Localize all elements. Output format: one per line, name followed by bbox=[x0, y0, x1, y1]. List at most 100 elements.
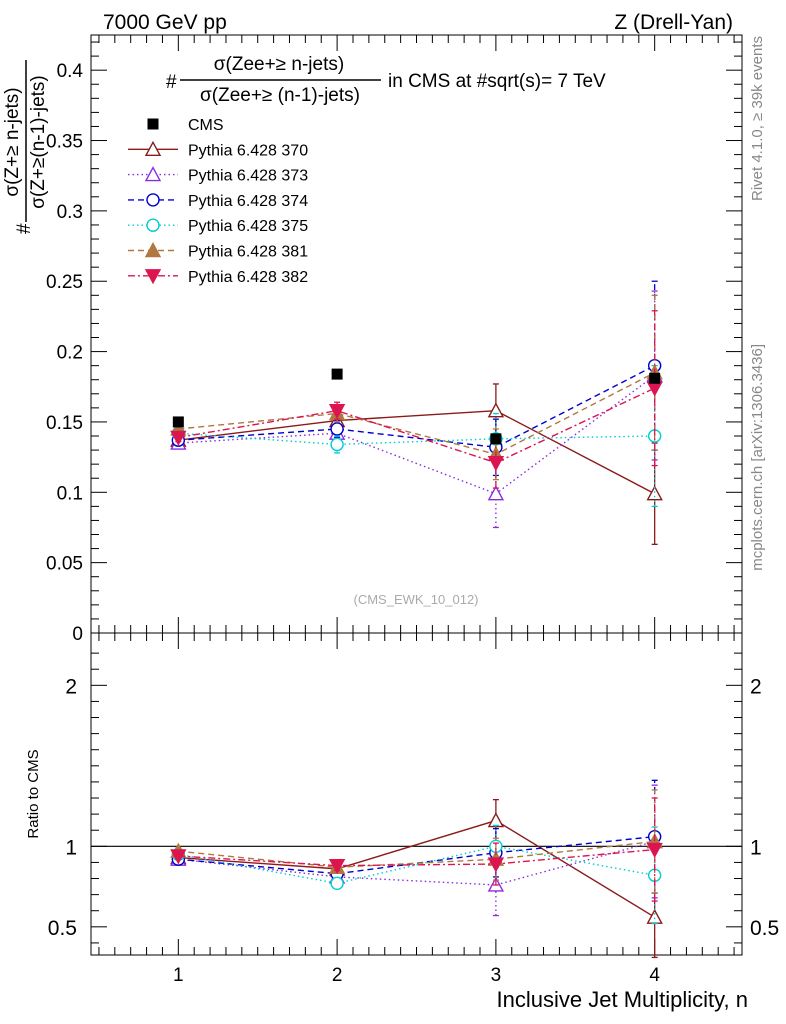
series-line bbox=[178, 845, 655, 885]
series-line bbox=[178, 848, 655, 867]
ratio-y-label: Ratio to CMS bbox=[25, 749, 42, 838]
ratio-panel-frame bbox=[90, 632, 743, 956]
title-numerator: σ(Zee+≥ n-jets) bbox=[214, 54, 344, 75]
mcplots-label: mcplots.cern.ch [arXiv:1306.3436] bbox=[749, 344, 766, 571]
main-y-tick-label: 0.25 bbox=[46, 272, 83, 293]
title-suffix: in CMS at #sqrt(s)= 7 TeV bbox=[388, 71, 606, 92]
data-point bbox=[170, 430, 187, 446]
series-pythia-6.428-374 bbox=[171, 280, 662, 477]
series-line bbox=[178, 387, 655, 464]
series-line bbox=[178, 819, 656, 918]
series-line bbox=[178, 840, 655, 886]
legend-entry: Pythia 6.428 381 bbox=[128, 242, 308, 261]
header-right: Z (Drell-Yan) bbox=[614, 11, 733, 34]
y-axis-label: # σ(Z+≥ n-jets) σ(Z+≥(n-1)-jets) bbox=[2, 60, 49, 234]
main-y-tick-label: 0.15 bbox=[46, 413, 83, 434]
ylabel-denominator: σ(Z+≥(n-1)-jets) bbox=[28, 75, 49, 209]
legend-label: Pythia 6.428 375 bbox=[188, 218, 308, 235]
data-point bbox=[328, 403, 346, 420]
series-cms bbox=[172, 368, 661, 445]
ratio-y-tick-label-right: 1 bbox=[750, 836, 762, 859]
watermark: (CMS_EWK_10_012) bbox=[354, 592, 479, 607]
legend-entry: Pythia 6.428 382 bbox=[128, 269, 308, 286]
legend-label: Pythia 6.428 370 bbox=[188, 142, 308, 159]
legend-entry: Pythia 6.428 373 bbox=[128, 166, 308, 185]
series-pythia-6.428-382 bbox=[170, 797, 663, 902]
series-line bbox=[178, 372, 655, 456]
series-pythia-6.428-370 bbox=[170, 798, 663, 959]
data-point bbox=[487, 456, 505, 472]
ratio-y-tick-label: 1 bbox=[65, 836, 77, 859]
main-series-layer bbox=[170, 280, 663, 546]
legend-label: CMS bbox=[188, 117, 224, 134]
legend-label: Pythia 6.428 373 bbox=[188, 168, 308, 185]
legend-entry: Pythia 6.428 370 bbox=[128, 140, 308, 159]
data-point bbox=[649, 372, 661, 384]
data-point bbox=[172, 416, 184, 428]
series-line bbox=[178, 835, 655, 875]
main-y-tick-label: 0.2 bbox=[57, 343, 83, 364]
legend-label: Pythia 6.428 374 bbox=[188, 193, 308, 210]
series-pythia-6.428-375 bbox=[171, 824, 662, 925]
series-line bbox=[178, 374, 656, 495]
main-y-tick-label: 0.35 bbox=[46, 132, 83, 153]
series-pythia-6.428-381 bbox=[170, 294, 663, 481]
data-point bbox=[646, 485, 663, 501]
data-point bbox=[487, 402, 505, 418]
main-y-tick-label: 0.4 bbox=[57, 61, 84, 82]
series-pythia-6.428-373 bbox=[170, 784, 663, 917]
x-tick-label: 2 bbox=[332, 965, 343, 986]
data-point bbox=[328, 858, 346, 875]
series-line bbox=[178, 409, 655, 495]
series-pythia-6.428-381 bbox=[170, 789, 663, 894]
legend-label: Pythia 6.428 382 bbox=[188, 269, 308, 286]
main-y-tick-label: 0.1 bbox=[57, 483, 83, 504]
series-pythia-6.428-373 bbox=[170, 290, 663, 529]
data-point bbox=[646, 381, 663, 397]
data-point bbox=[490, 433, 502, 445]
main-y-axis: 0 0.05 0.1 0.15 0.2 0.25 0.3 0.35 0.4 bbox=[46, 41, 742, 645]
main-y-tick-label: 0 bbox=[72, 624, 83, 645]
series-line bbox=[178, 432, 655, 446]
data-point bbox=[487, 857, 505, 873]
data-point bbox=[170, 849, 187, 865]
legend-entry: Pythia 6.428 375 bbox=[128, 218, 308, 235]
data-point bbox=[646, 908, 663, 924]
data-point bbox=[330, 422, 344, 436]
ratio-y-tick-label: 0.5 bbox=[48, 917, 77, 940]
ratio-y-tick-label-right: 2 bbox=[750, 675, 762, 698]
ylabel-numerator: σ(Z+≥ n-jets) bbox=[2, 87, 23, 196]
data-point bbox=[331, 368, 343, 380]
ratio-y-tick-label-right: 0.5 bbox=[750, 917, 779, 940]
title-hash: # bbox=[166, 72, 177, 93]
legend-entry: CMS bbox=[147, 117, 224, 134]
title-denominator: σ(Zee+≥ (n-1)-jets) bbox=[200, 85, 360, 106]
x-tick-label: 4 bbox=[649, 965, 660, 986]
data-point bbox=[487, 485, 505, 501]
main-y-tick-label: 0.3 bbox=[57, 202, 83, 223]
main-y-tick-label: 0.05 bbox=[46, 554, 83, 575]
data-point bbox=[144, 166, 162, 182]
ratio-series-layer bbox=[170, 779, 663, 959]
x-tick-label: 3 bbox=[491, 965, 502, 986]
data-point bbox=[144, 242, 162, 258]
legend: CMS Pythia 6.428 370 Pythia 6.428 373 Pythi… bbox=[128, 117, 308, 286]
legend-entry: Pythia 6.428 374 bbox=[128, 193, 308, 210]
x-axis: 1 2 3 4 bbox=[98, 35, 735, 986]
data-point bbox=[330, 437, 344, 452]
series-line bbox=[178, 365, 655, 448]
header-left: 7000 GeV pp bbox=[103, 11, 227, 34]
x-tick-label: 1 bbox=[173, 965, 184, 986]
data-point bbox=[330, 876, 344, 891]
data-point bbox=[144, 140, 162, 157]
data-point bbox=[146, 218, 160, 232]
rivet-label: Rivet 4.1.0, ≥ 39k events bbox=[749, 36, 766, 201]
data-point bbox=[146, 193, 160, 207]
ratio-y-tick-label: 2 bbox=[65, 675, 77, 698]
data-point bbox=[646, 842, 663, 859]
legend-label: Pythia 6.428 381 bbox=[188, 244, 308, 261]
ratio-y-axis: 0.5 0.5 1 1 2 2 bbox=[48, 652, 779, 944]
data-point bbox=[147, 118, 159, 130]
data-point bbox=[144, 269, 162, 285]
